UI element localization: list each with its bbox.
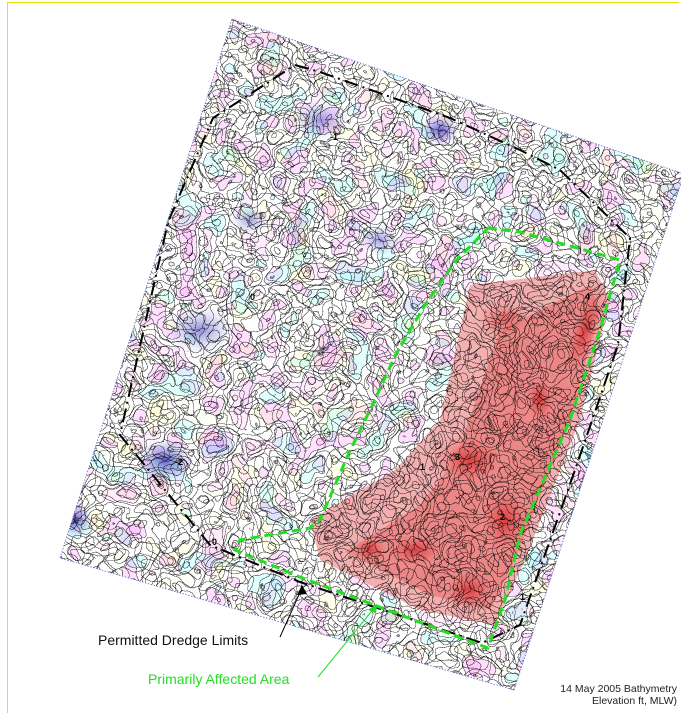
contour-label: 4 [585,292,590,302]
contour-label: 3 [455,452,460,462]
contour-label: -2 [175,457,183,467]
affected-area-outline [232,226,622,650]
dredge-limits-line [118,64,632,645]
contour-label: 0 [212,537,217,547]
map-caption: 14 May 2005 Bathymetry Elevation ft, MLW… [560,683,677,707]
contour-label: 2 [500,512,505,522]
contour-label: -1 [330,132,338,142]
survey-boundary [59,18,681,691]
contour-label: 0 [250,292,255,302]
dredge-limits-label: Permitted Dredge Limits [98,632,249,648]
dredge-leader-arrow [297,585,307,595]
figure-frame [7,2,679,713]
contour-label: 1 [420,462,425,472]
caption-units: Elevation ft, MLW) [592,695,677,707]
contour-label: 1 [520,592,525,602]
affected-leader-line [317,606,376,678]
affected-area-label: Primarily Affected Area [148,671,290,687]
contour-value-labels: 4 3 2 1 0 -2 -1 0 1 [175,132,590,602]
dredge-leader-line [279,587,303,638]
affected-leader-arrow [369,604,377,614]
caption-date: 14 May 2005 Bathymetry [560,683,677,695]
